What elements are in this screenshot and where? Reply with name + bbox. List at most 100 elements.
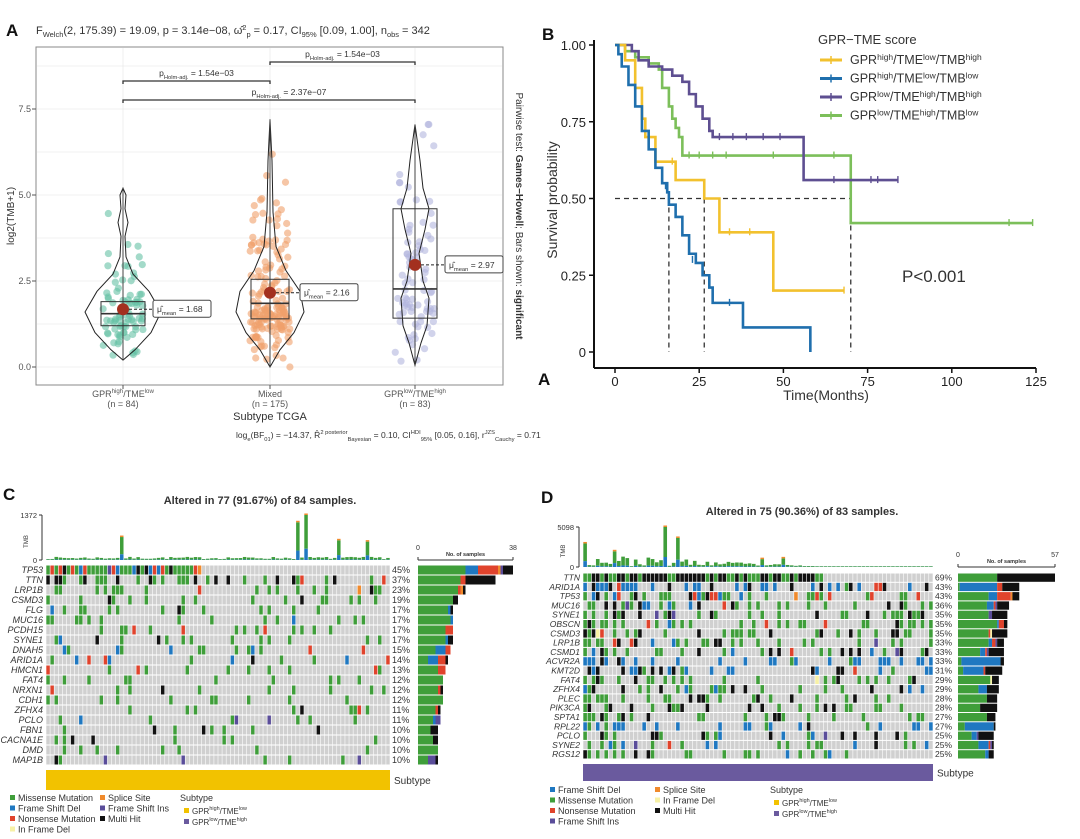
cell-wildtype (369, 735, 374, 745)
cell-wildtype (718, 629, 722, 638)
cell-wildtype (705, 610, 710, 619)
tmb-bar-missense (124, 558, 128, 560)
cell-wildtype (148, 665, 153, 675)
cell-mutated (684, 666, 689, 675)
cell-wildtype (312, 595, 316, 605)
cell-wildtype (181, 615, 185, 625)
cell-wildtype (312, 665, 316, 675)
data-point (259, 209, 267, 217)
cell-wildtype (882, 703, 887, 712)
cell-wildtype (373, 755, 378, 765)
cell-mutated (663, 675, 668, 685)
side-bar-segment (990, 740, 993, 750)
cell-wildtype (595, 657, 600, 666)
data-point (281, 178, 290, 186)
cell-mutated (595, 638, 600, 647)
cell-wildtype (382, 565, 386, 575)
cell-wildtype (165, 665, 169, 675)
cell-wildtype (870, 629, 874, 638)
gene-name: FLG (25, 605, 43, 615)
cell-wildtype (320, 685, 325, 695)
x-tick-n: (n = 84) (107, 399, 138, 409)
cell-wildtype (66, 575, 71, 585)
cell-mutated (583, 610, 587, 619)
legend: GPRhigh/TMElow/TMBhigh​GPRhigh/TMElow/TM… (820, 52, 982, 123)
cell-mutated (701, 592, 705, 601)
data-point (284, 253, 292, 261)
gene-name: FAT4 (560, 675, 580, 685)
cell-wildtype (865, 657, 870, 666)
cell-mutated (201, 645, 206, 655)
tmb-bar-missense (747, 563, 752, 567)
cell-wildtype (341, 745, 345, 755)
cell-wildtype (751, 675, 756, 685)
cell-mutated (316, 725, 321, 735)
cell-wildtype (777, 694, 781, 703)
tmb-bar-missense (152, 558, 157, 560)
cell-wildtype (739, 722, 743, 731)
cell-wildtype (169, 725, 173, 735)
cell-wildtype (654, 703, 659, 712)
cell-wildtype (320, 715, 325, 725)
cell-wildtype (768, 703, 773, 712)
cell-wildtype (382, 705, 386, 715)
cell-wildtype (895, 582, 899, 592)
cell-wildtype (735, 694, 739, 703)
data-point (124, 262, 132, 270)
cell-wildtype (152, 625, 157, 635)
cell-mutated (128, 565, 132, 575)
cell-wildtype (604, 740, 609, 750)
cell-mutated (730, 647, 735, 657)
tmb-bar-missense (671, 562, 676, 567)
cell-mutated (107, 595, 112, 605)
cell-mutated (595, 573, 600, 582)
gene-row: FBN1 10% (20, 725, 438, 735)
cell-wildtype (739, 694, 743, 703)
cell-mutated (591, 685, 596, 694)
cell-mutated (798, 722, 802, 731)
cell-wildtype (768, 666, 773, 675)
cell-wildtype (136, 615, 140, 625)
cell-wildtype (747, 675, 752, 685)
cell-wildtype (70, 635, 75, 645)
cell-wildtype (115, 715, 120, 725)
side-bar-segment (418, 695, 443, 705)
cell-mutated (701, 694, 705, 703)
cell-mutated (878, 703, 883, 712)
cell-wildtype (193, 695, 198, 705)
cell-wildtype (74, 705, 79, 715)
cell-wildtype (74, 575, 79, 585)
cell-wildtype (369, 665, 374, 675)
cell-wildtype (853, 675, 857, 685)
cell-mutated (189, 635, 194, 645)
cell-wildtype (201, 755, 206, 765)
cell-mutated (882, 582, 887, 592)
cell-wildtype (827, 638, 832, 647)
side-bar-segment (445, 635, 448, 645)
cell-wildtype (193, 625, 198, 635)
cell-wildtype (292, 655, 296, 665)
data-point (248, 289, 256, 297)
cell-mutated (768, 731, 773, 740)
cell-wildtype (595, 620, 600, 629)
gene-name: SYNE1 (552, 610, 580, 620)
cell-wildtype (920, 703, 925, 712)
cell-wildtype (341, 605, 345, 615)
cell-wildtype (120, 595, 124, 605)
cell-wildtype (300, 605, 304, 615)
cell-wildtype (361, 665, 366, 675)
cell-wildtype (916, 638, 921, 647)
cell-wildtype (730, 750, 735, 759)
cell-wildtype (156, 695, 161, 705)
cell-wildtype (688, 731, 693, 740)
cell-mutated (865, 722, 870, 731)
data-point (111, 278, 119, 286)
cell-wildtype (726, 601, 731, 610)
data-point (109, 299, 117, 307)
cell-mutated (756, 694, 760, 703)
cell-wildtype (234, 665, 239, 675)
cell-wildtype (612, 582, 617, 592)
gene-percent: 17% (392, 605, 410, 615)
